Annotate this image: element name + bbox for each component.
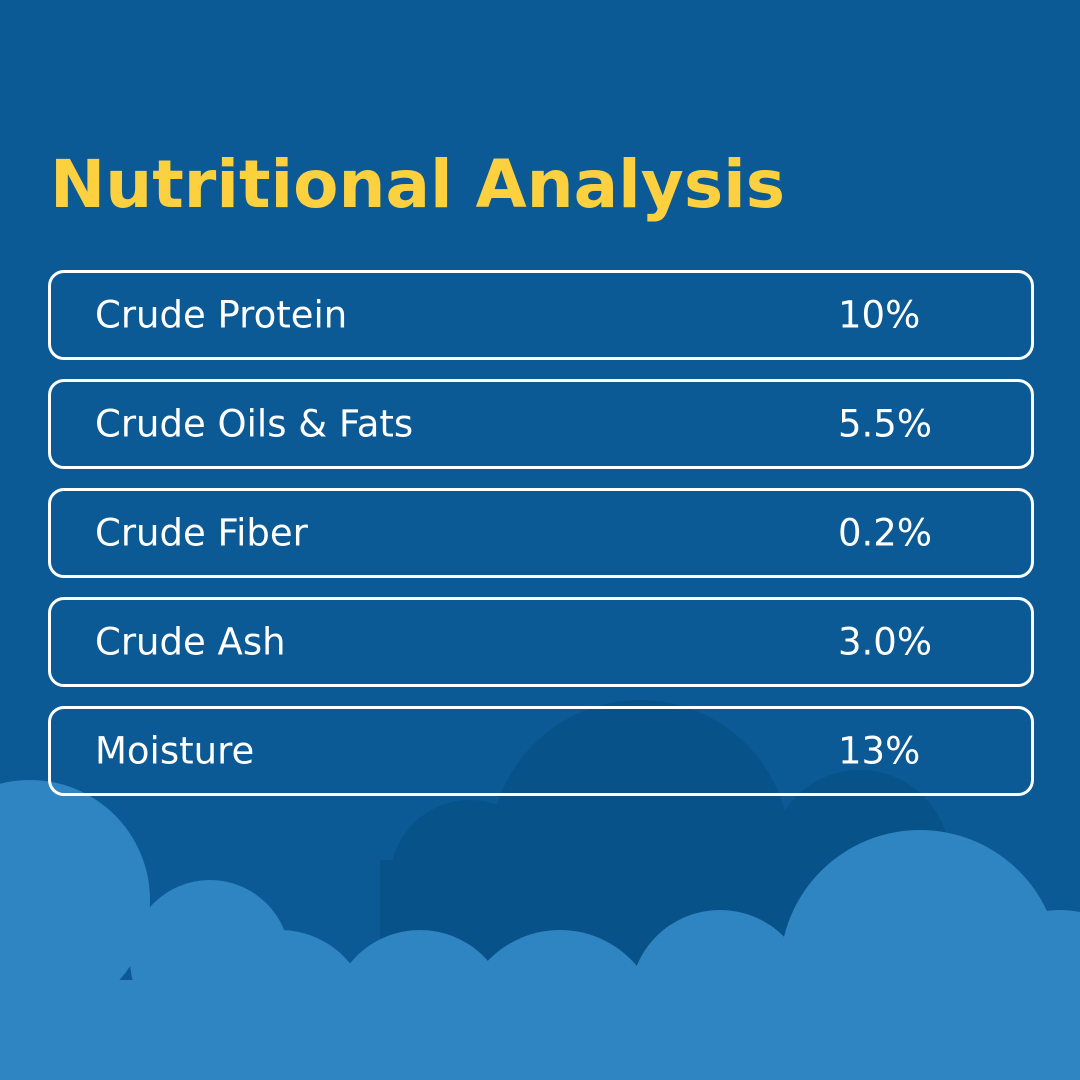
nutrient-value: 10% (838, 293, 921, 337)
nutrition-table: Crude Protein 10% Crude Oils & Fats 5.5%… (48, 270, 1034, 815)
nutrient-row-crude-oils-fats: Crude Oils & Fats 5.5% (48, 379, 1034, 469)
nutrient-row-crude-fiber: Crude Fiber 0.2% (48, 488, 1034, 578)
nutrient-row-moisture: Moisture 13% (48, 706, 1034, 796)
nutrient-label: Moisture (95, 729, 255, 773)
nutrient-value: 0.2% (838, 511, 932, 555)
nutrient-row-crude-ash: Crude Ash 3.0% (48, 597, 1034, 687)
nutrient-row-crude-protein: Crude Protein 10% (48, 270, 1034, 360)
page-title: Nutritional Analysis (50, 146, 786, 223)
nutrient-value: 13% (838, 729, 921, 773)
nutrient-value: 3.0% (838, 620, 932, 664)
nutrient-label: Crude Protein (95, 293, 348, 337)
light-clouds (0, 780, 1080, 1080)
nutrient-value: 5.5% (838, 402, 932, 446)
nutrient-label: Crude Ash (95, 620, 286, 664)
nutrient-label: Crude Oils & Fats (95, 402, 414, 446)
nutrient-label: Crude Fiber (95, 511, 308, 555)
